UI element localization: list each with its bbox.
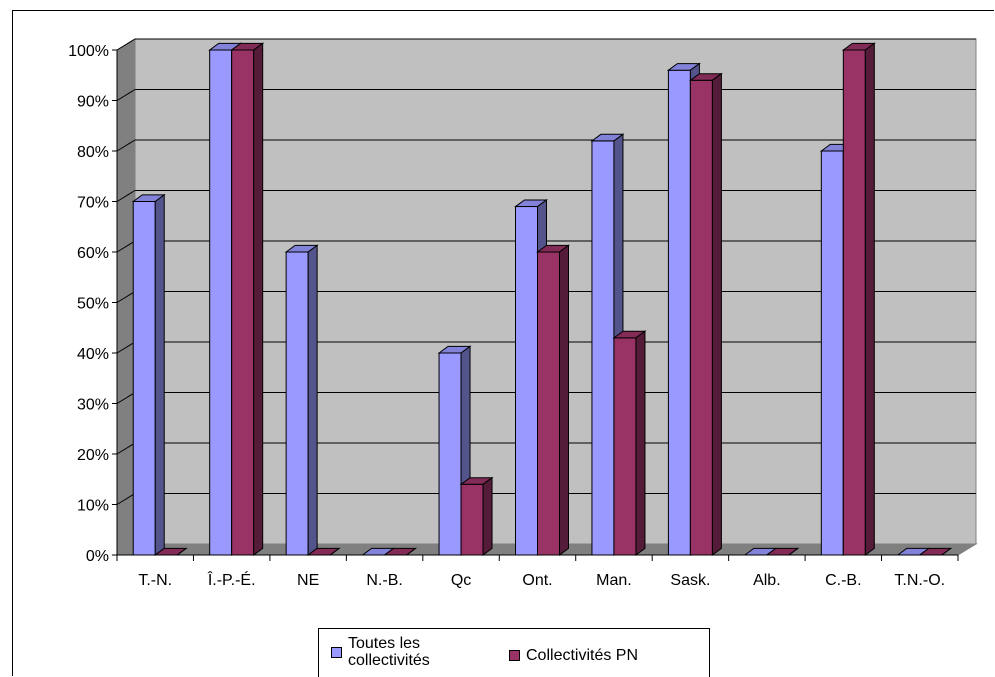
bar bbox=[841, 42, 876, 556]
gridline-side bbox=[116, 442, 136, 455]
bar-front bbox=[209, 49, 233, 556]
y-axis-ticks: 0% 10% 20% 30% 40% 50% 60% 70% 80% 90% 100% bbox=[68, 43, 118, 565]
bar-front bbox=[689, 79, 713, 556]
bar-front bbox=[537, 251, 560, 556]
bar-side bbox=[941, 547, 952, 556]
x-axis-ticks: T.-N. Î.-P.-É. NE N.-B. Qc Ont. Man. Sask. Alb. C… bbox=[116, 554, 959, 589]
bar-front bbox=[667, 69, 691, 556]
x-tick-label: T.N.-O. bbox=[894, 572, 945, 589]
legend-swatch-series-1 bbox=[331, 646, 342, 658]
x-tick-label: N.-B. bbox=[366, 572, 402, 589]
bar bbox=[765, 547, 800, 556]
y-tick-label: 40% bbox=[77, 346, 109, 363]
bar bbox=[284, 244, 319, 556]
bar-side bbox=[788, 547, 799, 556]
gridline-side bbox=[116, 291, 136, 303]
legend-item-series-2: Collectivités PN bbox=[509, 647, 638, 664]
x-tick-label: Qc bbox=[451, 572, 471, 589]
bar-front bbox=[820, 150, 844, 556]
legend-label-line-1: Toutes les bbox=[348, 635, 421, 652]
legend-label-series-2: Collectivités PN bbox=[526, 647, 639, 664]
bar-side bbox=[482, 476, 493, 556]
y-tick-label: 60% bbox=[77, 245, 109, 262]
x-tick-label: Ont. bbox=[522, 572, 552, 589]
gridline-side bbox=[116, 139, 136, 152]
bar-side bbox=[406, 547, 416, 556]
x-tick-label: C.-B. bbox=[825, 572, 861, 589]
bar-front bbox=[438, 352, 462, 556]
bar-side bbox=[253, 42, 264, 556]
x-tick-label: Sask. bbox=[670, 572, 710, 589]
y-tick-label: 80% bbox=[77, 144, 109, 161]
y-tick-label: 0% bbox=[86, 548, 109, 565]
x-tick-label: Man. bbox=[596, 572, 632, 589]
bar bbox=[153, 547, 188, 556]
y-tick-label: 50% bbox=[77, 296, 109, 313]
bar-side bbox=[176, 547, 187, 556]
y-tick-label: 10% bbox=[77, 498, 109, 515]
bar-front bbox=[613, 337, 637, 556]
bar-front bbox=[285, 251, 309, 556]
gridline-side bbox=[116, 240, 136, 253]
x-tick-label: Alb. bbox=[753, 572, 781, 589]
bar-side bbox=[559, 244, 569, 556]
bar-front bbox=[460, 483, 484, 556]
bar-side bbox=[711, 72, 722, 556]
y-tick-label: 70% bbox=[77, 195, 109, 212]
gridline-side bbox=[116, 493, 136, 505]
legend-label-series-1: Toutes les collectivités bbox=[348, 635, 430, 669]
bar bbox=[918, 547, 953, 556]
x-tick-label: NE bbox=[297, 572, 319, 589]
bar-front bbox=[591, 140, 615, 556]
bar bbox=[688, 72, 723, 556]
bar bbox=[535, 244, 571, 556]
x-tick-label: Î.-P.-É. bbox=[207, 570, 256, 589]
legend-label-line-2: collectivités bbox=[348, 652, 430, 669]
y-tick-label: 90% bbox=[77, 94, 109, 111]
bar-front bbox=[515, 206, 538, 556]
legend-swatch-series-2 bbox=[509, 650, 520, 661]
bar-side bbox=[864, 42, 875, 556]
bars bbox=[131, 42, 953, 556]
bar-side bbox=[635, 330, 646, 556]
chart-frame bbox=[12, 10, 994, 676]
gridline-side bbox=[116, 341, 136, 354]
y-tick-label: 100% bbox=[68, 43, 109, 60]
x-tick-label: T.-N. bbox=[138, 572, 172, 589]
gridline-side bbox=[116, 38, 136, 51]
bar bbox=[131, 193, 166, 556]
bar-front bbox=[231, 49, 255, 556]
bar-front bbox=[842, 49, 866, 556]
legend-item-series-1: Toutes les collectivités bbox=[331, 635, 430, 669]
bar bbox=[230, 42, 265, 556]
gridline-side bbox=[116, 190, 136, 202]
bar bbox=[612, 330, 647, 556]
bar bbox=[459, 476, 494, 556]
y-tick-label: 30% bbox=[77, 397, 109, 414]
bar bbox=[306, 547, 341, 556]
bar-front bbox=[132, 201, 156, 556]
bar-side bbox=[307, 244, 318, 556]
gridline-side bbox=[116, 392, 136, 404]
gridline-side bbox=[116, 89, 136, 101]
bar-side bbox=[154, 193, 165, 556]
y-tick-label: 20% bbox=[77, 447, 109, 464]
bar bbox=[383, 547, 418, 556]
bar-side bbox=[329, 547, 340, 556]
legend: Toutes les collectivités Collectivités P… bbox=[318, 628, 710, 677]
